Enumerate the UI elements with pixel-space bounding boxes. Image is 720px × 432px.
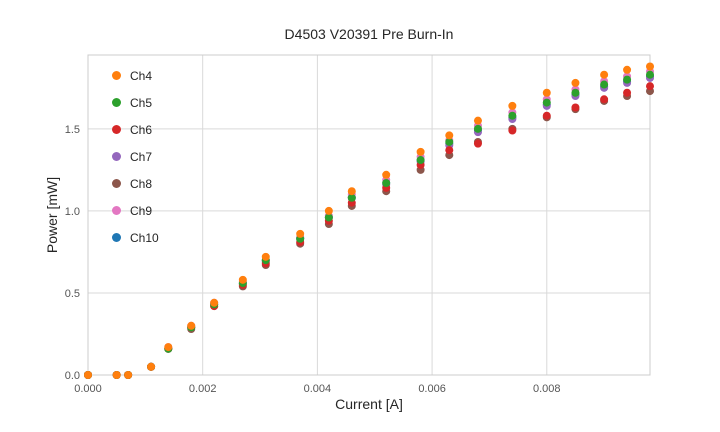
data-point-ch6	[445, 146, 454, 155]
data-point-ch6	[646, 82, 654, 91]
chart-title: D4503 V20391 Pre Burn-In	[284, 26, 454, 42]
plot-border	[87, 54, 651, 376]
x-tick-label: 0.002	[189, 383, 217, 395]
data-point-ch5	[445, 137, 454, 146]
data-point-ch4	[571, 78, 580, 87]
legend-item-ch7: Ch7	[112, 143, 159, 170]
data-point-ch5	[347, 193, 356, 202]
data-point-ch5	[646, 70, 654, 79]
legend-item-ch4: Ch4	[112, 62, 159, 89]
data-point-ch6	[623, 88, 632, 97]
data-point-ch4	[473, 116, 482, 125]
legend-marker-icon	[112, 233, 121, 242]
data-point-ch4	[296, 229, 305, 238]
data-point-ch5	[324, 213, 333, 222]
data-point-ch5	[623, 75, 632, 84]
x-tick-label: 0.006	[418, 383, 446, 395]
data-point-ch4	[508, 101, 517, 110]
legend-label: Ch10	[130, 230, 159, 245]
data-point-ch5	[416, 156, 425, 165]
data-point-ch4	[187, 321, 196, 330]
data-point-ch5	[571, 88, 580, 97]
data-point-ch4	[261, 252, 270, 261]
x-tick-label: 0.000	[74, 383, 102, 395]
legend-label: Ch5	[130, 95, 153, 110]
data-point-ch4	[416, 147, 425, 156]
data-point-ch4	[112, 371, 121, 379]
data-point-ch4	[382, 170, 391, 179]
data-point-ch6	[542, 111, 551, 120]
y-tick-label: 0.5	[65, 288, 80, 300]
data-point-ch5	[600, 80, 609, 89]
legend-label: Ch7	[130, 149, 153, 164]
x-tick-label: 0.004	[304, 383, 332, 395]
data-point-ch5	[542, 98, 551, 107]
data-point-ch4	[210, 298, 219, 307]
data-point-ch4	[84, 371, 92, 379]
plot-background	[88, 55, 650, 375]
data-point-ch6	[600, 95, 609, 104]
data-point-ch4	[164, 343, 173, 352]
y-axis-label: Power [mW]	[44, 176, 60, 254]
data-point-ch4	[646, 62, 654, 71]
legend-item-ch8: Ch8	[112, 170, 159, 197]
data-point-ch4	[147, 362, 156, 371]
y-tick-label: 1.0	[65, 206, 80, 218]
x-tick-label: 0.008	[533, 383, 561, 395]
legend-marker-icon	[112, 152, 121, 161]
legend-marker-icon	[112, 125, 121, 134]
legend-label: Ch9	[130, 203, 153, 218]
y-tick-label: 0.0	[65, 370, 80, 382]
legend-item-ch6: Ch6	[112, 116, 159, 143]
data-point-ch4	[623, 65, 632, 74]
y-tick-label: 1.5	[65, 124, 80, 136]
data-point-ch4	[600, 70, 609, 79]
data-point-ch6	[571, 103, 580, 112]
legend-item-ch9: Ch9	[112, 197, 159, 224]
data-point-ch6	[508, 126, 517, 135]
x-axis-label: Current [A]	[335, 396, 403, 412]
legend: Ch4 Ch5 Ch6 Ch7 Ch8 Ch9 Ch10	[112, 62, 159, 251]
legend-marker-icon	[112, 71, 121, 80]
legend-label: Ch4	[130, 68, 153, 83]
data-point-ch4	[124, 371, 133, 379]
data-point-ch6	[473, 139, 482, 148]
data-point-ch4	[542, 88, 551, 97]
data-point-ch4	[445, 131, 454, 140]
legend-label: Ch6	[130, 122, 153, 137]
legend-item-ch10: Ch10	[112, 224, 159, 251]
legend-label: Ch8	[130, 176, 153, 191]
legend-item-ch5: Ch5	[112, 89, 159, 116]
legend-marker-icon	[112, 179, 121, 188]
data-point-ch4	[238, 275, 247, 284]
legend-marker-icon	[112, 98, 121, 107]
data-point-ch5	[473, 124, 482, 133]
data-point-ch5	[508, 111, 517, 120]
data-point-ch4	[347, 187, 356, 196]
data-point-ch4	[324, 206, 333, 215]
data-point-ch5	[382, 179, 391, 187]
legend-marker-icon	[112, 206, 121, 215]
